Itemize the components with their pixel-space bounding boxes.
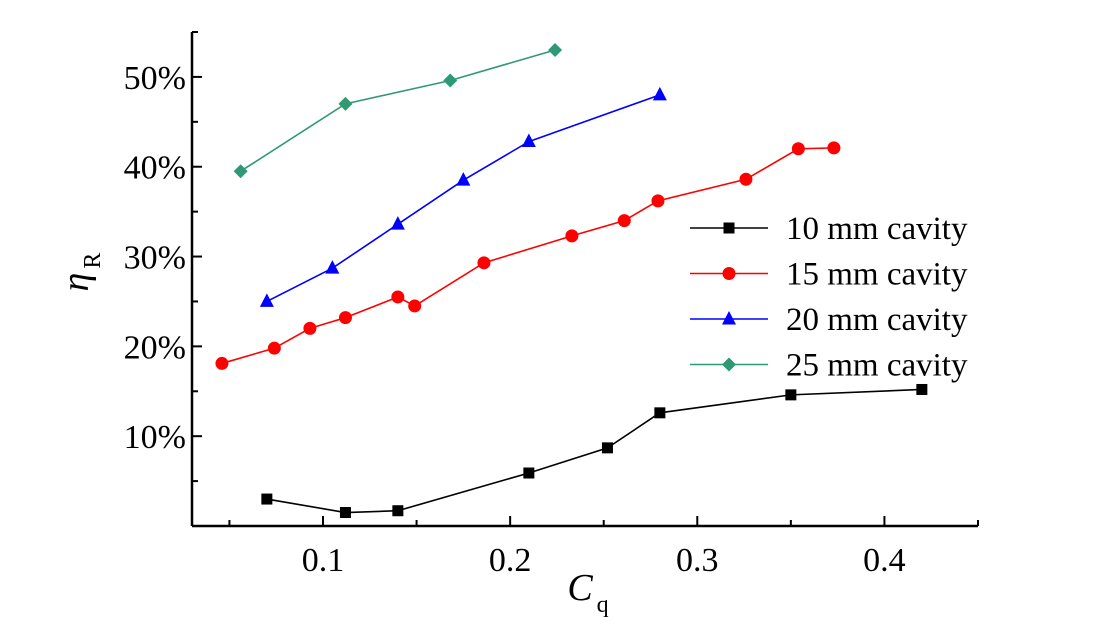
legend-marker	[723, 222, 735, 234]
x-tick-label: 0.1	[302, 542, 345, 579]
y-tick-label: 20%	[124, 329, 186, 366]
axes: 0.1 0.2 0.3 0.4 10% 20% 30% 40% 50%	[124, 31, 979, 579]
series-1	[261, 383, 928, 519]
x-axis-title-main: C	[567, 567, 593, 609]
data-point	[651, 194, 665, 208]
x-tick-label: 0.4	[863, 542, 906, 579]
series-line	[266, 94, 661, 303]
data-point	[338, 311, 352, 325]
series-3	[259, 86, 667, 307]
legend-item-4: 25 mm cavity	[690, 348, 968, 384]
data-point	[791, 142, 805, 156]
data-point	[739, 172, 753, 186]
data-point	[408, 299, 422, 313]
y-tick-label: 10%	[124, 419, 186, 456]
legend-label: 15 mm cavity	[786, 257, 968, 293]
legend-marker	[722, 310, 736, 325]
x-axis-title-sub: q	[597, 592, 609, 618]
data-point	[477, 256, 491, 270]
y-axis-title-main: η	[55, 273, 97, 292]
data-point	[233, 164, 248, 179]
legend-item-3: 20 mm cavity	[690, 302, 968, 338]
data-point	[443, 73, 458, 88]
data-point	[303, 321, 317, 335]
data-point	[617, 214, 631, 228]
data-point	[390, 216, 405, 230]
legend-item-2: 15 mm cavity	[690, 257, 968, 293]
data-point	[521, 133, 536, 148]
data-point	[325, 260, 340, 274]
data-point	[827, 141, 841, 155]
y-tick-label: 40%	[124, 150, 186, 187]
y-axis-title: η R	[55, 253, 106, 292]
y-axis-title-sub: R	[80, 253, 106, 269]
data-point	[652, 86, 667, 101]
data-point	[339, 507, 351, 519]
series-line	[240, 49, 556, 172]
y-tick-label: 30%	[124, 240, 186, 277]
data-point	[259, 293, 274, 307]
series-4	[233, 42, 563, 179]
data-point	[785, 389, 797, 401]
y-tick-label: 50%	[124, 60, 186, 97]
data-point	[565, 229, 579, 243]
series-2	[215, 141, 841, 370]
data-point	[654, 407, 666, 419]
legend-marker	[722, 357, 736, 372]
data-point	[548, 42, 563, 57]
data-point	[391, 290, 405, 304]
data-point	[261, 493, 273, 505]
data-point	[456, 172, 471, 186]
series-line	[266, 388, 922, 514]
series-group	[215, 42, 928, 519]
legend-label: 20 mm cavity	[786, 302, 968, 338]
legend-item-1: 10 mm cavity	[690, 211, 968, 247]
legend-label: 25 mm cavity	[786, 348, 968, 384]
legend-label: 10 mm cavity	[786, 211, 968, 247]
data-point	[392, 505, 404, 517]
x-tick-label: 0.3	[676, 542, 719, 579]
x-tick-label: 0.2	[489, 542, 532, 579]
data-point	[267, 341, 281, 355]
data-point	[338, 96, 353, 111]
x-axis-title: C q	[567, 567, 608, 618]
legend: 10 mm cavity 15 mm cavity 20 mm cavity 25 m…	[690, 211, 968, 384]
data-point	[916, 383, 928, 395]
data-point	[601, 442, 613, 454]
data-point	[215, 356, 229, 370]
data-point	[523, 467, 535, 479]
legend-marker	[722, 267, 736, 280]
